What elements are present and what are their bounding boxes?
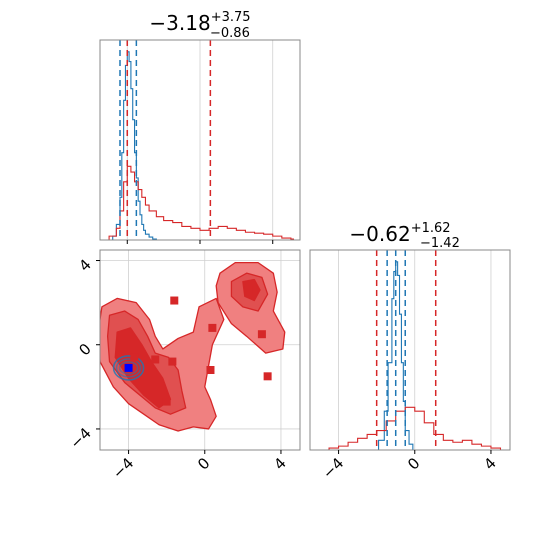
scatter-x-tick-label: 4	[270, 454, 289, 473]
scatter-y-tick-label: 4	[75, 256, 94, 275]
top-hist-title-sup: +3.75	[211, 10, 251, 25]
red-square-point	[170, 296, 179, 305]
blue-square-point	[124, 363, 133, 372]
right-x-tick-label: 0	[404, 454, 423, 473]
scatter-points-layer	[124, 286, 272, 406]
red-square-point	[257, 330, 266, 339]
top-hist-red	[101, 165, 295, 240]
right-hist-blue	[372, 261, 416, 450]
right-hist-title-sub: −1.42	[420, 236, 460, 251]
scatter-x-tick-label: −4	[109, 454, 137, 482]
scatter-y-tick-label: 0	[75, 340, 94, 359]
red-square-point	[206, 366, 215, 374]
red-square-point	[130, 353, 139, 362]
top-hist-blue	[105, 51, 160, 240]
right-x-tick-label: −4	[319, 454, 347, 482]
top-hist-title-sub: −0.86	[210, 26, 250, 41]
top-hist-title: −3.18+3.75	[149, 10, 250, 35]
blue-contour-ring-0	[112, 355, 145, 381]
scatter-x-tick-label: 0	[194, 454, 213, 473]
red-square-point	[244, 286, 253, 294]
blue-contour-ring-2	[118, 361, 139, 375]
right-hist-title-sup: +1.62	[411, 221, 451, 236]
blue-contour-ring-1	[115, 358, 142, 378]
contour-layer	[100, 261, 286, 432]
red-square-point	[263, 372, 272, 381]
right-hist-title: −0.62+1.62	[349, 221, 450, 246]
red-square-point	[168, 357, 177, 366]
top-hist-title-main: −3.18	[149, 11, 210, 35]
red-square-point	[162, 397, 171, 406]
top-left-histogram-layer	[101, 40, 295, 240]
right-x-tick-label: 4	[480, 454, 499, 473]
right-hist-title-main: −0.62	[349, 222, 410, 246]
bottom-right-histogram-layer	[319, 250, 504, 450]
gridlines	[100, 40, 492, 450]
scatter-y-tick-label: −4	[66, 424, 94, 452]
red-square-point	[151, 355, 160, 364]
axes-frame-1	[99, 249, 301, 451]
axes-frame-2	[309, 249, 511, 451]
right-hist-red	[319, 406, 504, 450]
red-square-point	[208, 323, 217, 332]
